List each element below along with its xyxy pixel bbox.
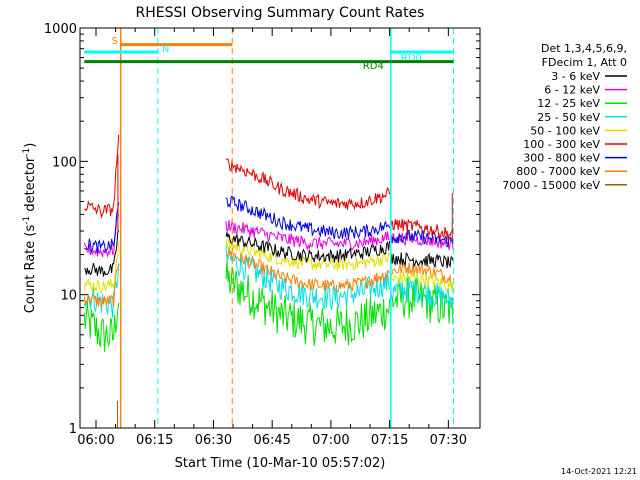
x-tick-label: 07:30 (430, 433, 467, 448)
series-line-300-800-kev (84, 202, 120, 254)
legend-label: 800 - 7000 keV (516, 165, 600, 178)
x-axis-label: Start Time (10-Mar-10 05:57:02) (175, 456, 386, 471)
y-axis-label-exponent: -1 (22, 148, 32, 157)
series-line-100-300-kev (84, 134, 120, 219)
flag-label-s: S (112, 36, 118, 47)
y-axis-label-part: ) (23, 143, 38, 148)
flag-layer: S N RD0 RD4 (84, 28, 454, 428)
x-tick-label: 06:15 (136, 433, 173, 448)
legend-label: 25 - 50 keV (537, 111, 600, 124)
x-tick-label: 06:45 (253, 433, 290, 448)
series-line-300-800-kev (225, 194, 391, 240)
series-line-3-6-kev (84, 230, 120, 277)
legend-label: 100 - 300 keV (523, 138, 600, 151)
series-line-100-300-kev (390, 218, 454, 241)
series-line-25-50-kev (390, 276, 454, 309)
legend-label: 3 - 6 keV (551, 70, 600, 83)
legend-label: 7000 - 15000 keV (502, 179, 600, 192)
series-line-3-6-kev (390, 252, 454, 269)
series-line-800-7000-kev (83, 264, 120, 308)
legend-label: 300 - 800 keV (523, 152, 600, 165)
flag-label-n: N (162, 44, 169, 55)
plot-frame (79, 27, 481, 429)
series-line-12-25-kev (390, 275, 454, 325)
series-line-3-6-kev (225, 232, 391, 263)
y-axis-label: Count Rate (s-1 detector-1) (22, 143, 38, 314)
series-line-50-100-kev (83, 242, 120, 294)
legend-label: 6 - 12 keV (544, 84, 600, 97)
y-axis-label-exponent: -1 (22, 216, 32, 225)
series-line-6-12-kev (83, 214, 120, 258)
flag-label-rd0: RD0 (401, 53, 422, 64)
y-axis-label-part: Count Rate (s (23, 225, 38, 314)
series-line-12-25-kev (225, 259, 391, 347)
x-tick-label: 07:15 (371, 433, 408, 448)
series-line-25-50-kev (83, 263, 120, 318)
x-tick-label: 06:00 (77, 433, 114, 448)
series-line-25-50-kev (225, 246, 391, 311)
series-line-50-100-kev (225, 238, 391, 271)
y-tick-label: 1 (69, 422, 77, 437)
data-layer (83, 134, 454, 428)
series-line-100-300-kev (225, 158, 391, 211)
series-line-300-800-kev (390, 228, 454, 248)
axis-ticks: 06:00 06:15 06:30 06:45 07:00 07:15 07:30 1 10 10… (44, 22, 480, 448)
series-line-6-12-kev (225, 219, 390, 251)
legend-label: 50 - 100 keV (530, 124, 600, 137)
y-axis-label-part: detector (23, 156, 38, 216)
series-line-12-25-kev (83, 300, 120, 352)
chart-title: RHESSI Observing Summary Count Rates (136, 5, 425, 21)
legend-header-line: Det 1,3,4,5,6,9, (541, 42, 627, 55)
series-line-800-7000-kev (225, 247, 391, 293)
series-line-50-100-kev (391, 271, 454, 293)
y-tick-label: 1000 (44, 22, 77, 37)
x-tick-label: 07:00 (312, 433, 349, 448)
legend-header-line: FDecim 1, Att 0 (542, 56, 627, 69)
flag-label-rd4: RD4 (363, 61, 384, 72)
timestamp: 14-Oct-2021 12:21 (561, 467, 637, 476)
x-tick-label: 06:30 (195, 433, 232, 448)
legend: Det 1,3,4,5,6,9, FDecim 1, Att 0 3 - 6 k… (502, 42, 627, 192)
legend-label: 12 - 25 keV (537, 97, 600, 110)
series-line-6-12-kev (390, 230, 454, 250)
y-tick-label: 10 (60, 289, 77, 304)
y-tick-label: 100 (52, 155, 77, 170)
